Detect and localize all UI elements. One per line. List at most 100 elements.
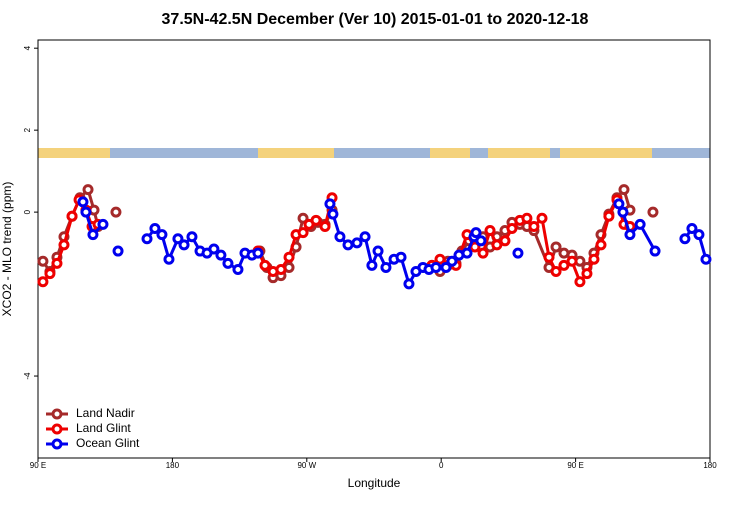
legend-marker bbox=[51, 438, 63, 450]
data-point bbox=[232, 263, 244, 275]
data-point bbox=[186, 231, 198, 243]
land-band bbox=[430, 148, 470, 158]
legend-marker bbox=[51, 408, 63, 420]
data-point bbox=[618, 184, 630, 196]
data-point bbox=[275, 263, 287, 275]
data-point bbox=[440, 261, 452, 273]
data-point bbox=[324, 198, 336, 210]
data-point bbox=[434, 253, 446, 265]
data-point bbox=[686, 223, 698, 235]
data-point bbox=[613, 198, 625, 210]
data-point bbox=[327, 208, 339, 220]
data-point bbox=[87, 229, 99, 241]
data-point bbox=[499, 235, 511, 247]
series bbox=[77, 196, 712, 290]
data-point bbox=[558, 259, 570, 271]
data-point bbox=[80, 206, 92, 218]
data-point bbox=[319, 220, 331, 232]
data-point bbox=[215, 249, 227, 261]
data-point bbox=[574, 276, 586, 288]
data-point bbox=[617, 206, 629, 218]
data-point bbox=[521, 212, 533, 224]
data-point bbox=[506, 223, 518, 235]
data-point bbox=[647, 206, 659, 218]
data-point bbox=[208, 243, 220, 255]
y-tick-label: 4 bbox=[23, 45, 32, 50]
data-point bbox=[141, 233, 153, 245]
data-point bbox=[595, 239, 607, 251]
data-point bbox=[297, 227, 309, 239]
x-tick-label: 90 E bbox=[567, 461, 583, 470]
data-point bbox=[359, 231, 371, 243]
data-point bbox=[77, 196, 89, 208]
x-tick-label: 90 W bbox=[297, 461, 316, 470]
map-strip bbox=[38, 148, 710, 158]
y-axis-label: XCO2 - MLO trend (ppm) bbox=[0, 182, 14, 317]
x-tick-label: 0 bbox=[439, 461, 444, 470]
legend-label: Ocean Glint bbox=[76, 436, 140, 450]
data-point bbox=[679, 233, 691, 245]
data-point bbox=[342, 239, 354, 251]
land-band bbox=[38, 148, 110, 158]
data-point bbox=[550, 241, 562, 253]
land-band bbox=[560, 148, 652, 158]
data-point bbox=[470, 227, 482, 239]
land-band bbox=[258, 148, 334, 158]
x-tick-label: 180 bbox=[703, 461, 717, 470]
data-point bbox=[44, 268, 56, 280]
data-point bbox=[259, 259, 271, 271]
data-point bbox=[172, 233, 184, 245]
data-point bbox=[252, 247, 264, 259]
data-point bbox=[461, 247, 473, 259]
data-point bbox=[163, 253, 175, 265]
data-point bbox=[693, 229, 705, 241]
data-point bbox=[446, 255, 458, 267]
data-point bbox=[297, 212, 309, 224]
data-point bbox=[566, 255, 578, 267]
legend-label: Land Nadir bbox=[76, 406, 135, 420]
data-point bbox=[588, 253, 600, 265]
legend-label: Land Glint bbox=[76, 421, 131, 435]
data-point bbox=[82, 184, 94, 196]
y-tick-label: 0 bbox=[23, 209, 32, 214]
x-axis-label: Longitude bbox=[348, 476, 401, 490]
data-point bbox=[51, 257, 63, 269]
data-point bbox=[283, 251, 295, 263]
data-point bbox=[156, 229, 168, 241]
land-band bbox=[488, 148, 550, 158]
data-point bbox=[475, 235, 487, 247]
data-point bbox=[528, 220, 540, 232]
data-point bbox=[97, 218, 109, 230]
y-tick-label: -4 bbox=[23, 372, 32, 380]
data-point bbox=[624, 229, 636, 241]
x-tick-label: 90 E bbox=[30, 461, 46, 470]
data-point bbox=[403, 278, 415, 290]
data-point bbox=[477, 247, 489, 259]
plot-frame bbox=[37, 39, 711, 459]
data-point bbox=[58, 239, 70, 251]
data-point bbox=[380, 261, 392, 273]
chart-title: 37.5N-42.5N December (Ver 10) 2015-01-01… bbox=[162, 11, 589, 28]
data-point bbox=[37, 276, 49, 288]
x-tick-label: 180 bbox=[166, 461, 180, 470]
data-point bbox=[634, 218, 646, 230]
data-point bbox=[700, 253, 712, 265]
data-point bbox=[37, 255, 49, 267]
data-point bbox=[491, 239, 503, 251]
data-point bbox=[66, 210, 78, 222]
data-point bbox=[366, 259, 378, 271]
data-point bbox=[178, 239, 190, 251]
data-point bbox=[395, 251, 407, 263]
data-point bbox=[550, 266, 562, 278]
data-point bbox=[222, 257, 234, 269]
data-point bbox=[149, 223, 161, 235]
y-tick-label: 2 bbox=[23, 127, 32, 132]
data-point bbox=[310, 214, 322, 226]
data-point bbox=[372, 245, 384, 257]
data-point bbox=[581, 268, 593, 280]
data-point bbox=[484, 225, 496, 237]
data-point bbox=[649, 245, 661, 257]
data-point bbox=[512, 247, 524, 259]
